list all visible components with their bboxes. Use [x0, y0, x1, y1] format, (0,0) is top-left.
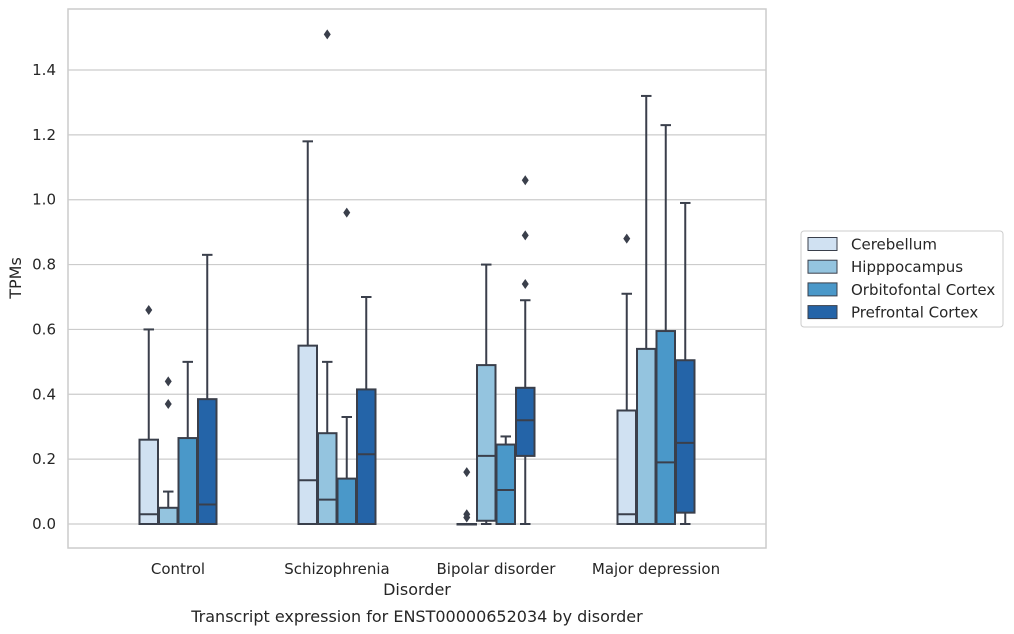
outlier-point [623, 233, 631, 244]
box-body [158, 506, 179, 525]
box-orbitofontal-cortex [177, 360, 198, 526]
x-tick-labels: Control Schizophrenia Bipolar disorder Majo… [151, 560, 720, 578]
box-orbitofontal-cortex [336, 207, 357, 526]
outlier-point [463, 509, 471, 520]
y-tick-label: 1.0 [32, 191, 56, 209]
box-body [495, 443, 516, 525]
legend-swatch [807, 282, 838, 297]
legend-swatch [807, 259, 838, 274]
y-tick-label: 0.8 [32, 256, 56, 274]
box-orbitofontal-cortex [655, 124, 676, 525]
box-layer [138, 29, 696, 526]
x-tick-label: Control [151, 560, 205, 578]
x-axis-title: Disorder [383, 580, 451, 599]
legend-label: Hipppocampus [851, 258, 963, 276]
x-tick-label: Major depression [592, 560, 720, 578]
y-tick-label: 0.4 [32, 385, 56, 403]
box-prefrontal-cortex [675, 201, 696, 525]
legend-label: Orbitofontal Cortex [851, 281, 995, 299]
x-tick-label: Bipolar disorder [437, 560, 557, 578]
y-axis-title: TPMs [6, 257, 25, 300]
box-body [675, 359, 696, 514]
box-body [336, 477, 357, 526]
outlier-point [164, 399, 172, 410]
box-body [655, 330, 676, 525]
y-tick-label: 0.0 [32, 515, 56, 533]
legend-swatch [807, 305, 838, 320]
box-cerebellum [616, 233, 637, 525]
outlier-point [164, 376, 172, 387]
box-hipppocampus [158, 376, 179, 525]
chart-caption: Transcript expression for ENST0000065203… [190, 607, 643, 626]
box-body [616, 409, 637, 525]
y-tick-label: 0.2 [32, 450, 56, 468]
outlier-point [323, 29, 331, 40]
box-orbitofontal-cortex [495, 435, 516, 525]
box-body [636, 347, 657, 525]
box-body [356, 388, 377, 525]
box-body [177, 437, 198, 526]
outlier-point [343, 207, 351, 218]
box-body [197, 398, 218, 525]
outlier-point [145, 304, 153, 315]
box-hipppocampus [317, 29, 338, 526]
box-prefrontal-cortex [515, 175, 536, 525]
box-prefrontal-cortex [197, 253, 218, 525]
outlier-point [521, 230, 529, 241]
legend-frame [800, 230, 1004, 328]
box-body [476, 364, 497, 522]
box-cerebellum [456, 467, 477, 526]
plot-frame [67, 8, 767, 549]
box-body [317, 432, 338, 526]
box-hipppocampus [476, 263, 497, 525]
box-body [515, 386, 536, 457]
y-tick-label: 1.2 [32, 126, 56, 144]
outlier-point [521, 279, 529, 290]
legend-label: Prefrontal Cortex [851, 304, 978, 322]
y-tick-label: 0.6 [32, 320, 56, 338]
box-prefrontal-cortex [356, 296, 377, 525]
box-body [297, 344, 318, 525]
y-tick-labels: 0.0 0.2 0.4 0.6 0.8 1.0 1.2 1.4 [32, 61, 56, 533]
y-tick-label: 1.4 [32, 61, 56, 79]
outlier-point [463, 467, 471, 478]
box-hipppocampus [636, 94, 657, 525]
legend-label: Cerebellum [851, 236, 937, 254]
box-body [138, 438, 159, 525]
x-tick-label: Schizophrenia [284, 560, 389, 578]
outlier-point [521, 175, 529, 186]
box-cerebellum [297, 140, 318, 525]
box-cerebellum [138, 304, 159, 525]
legend: Cerebellum Hipppocampus Orbitofontal Corte… [800, 230, 1004, 328]
legend-swatch [807, 237, 838, 251]
